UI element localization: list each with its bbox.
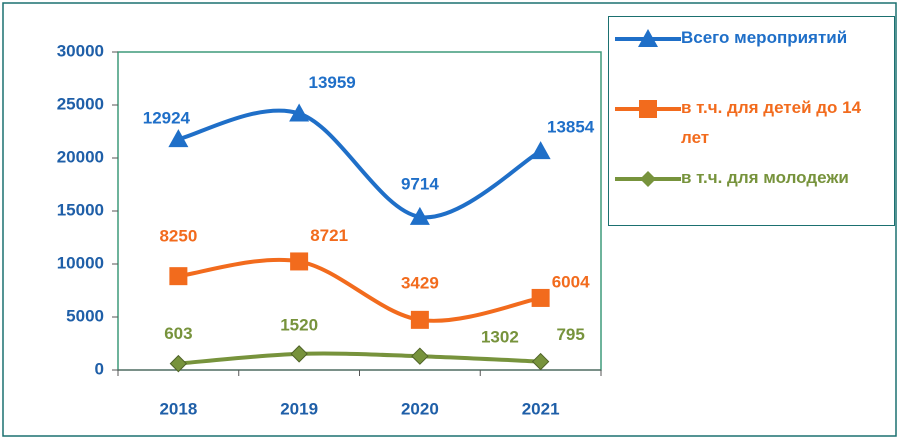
marker bbox=[531, 288, 550, 307]
marker bbox=[289, 103, 310, 122]
marker bbox=[530, 141, 551, 160]
marker bbox=[168, 129, 189, 148]
data-label: 12924 bbox=[143, 109, 191, 128]
data-label: 795 bbox=[556, 325, 584, 344]
data-label: 8250 bbox=[159, 227, 197, 246]
legend-entry: в т.ч. для детей до 14 лет bbox=[609, 87, 894, 157]
legend-label: в т.ч. для детей до 14 лет bbox=[681, 98, 862, 147]
data-label: 9714 bbox=[401, 174, 439, 193]
series-line bbox=[178, 351, 541, 366]
legend-entry: в т.ч. для молодежи bbox=[609, 157, 894, 227]
marker bbox=[409, 206, 430, 225]
x-tick-label: 2018 bbox=[159, 399, 197, 418]
data-label: 603 bbox=[164, 324, 192, 343]
x-tick-label: 2021 bbox=[522, 399, 560, 418]
legend-icon bbox=[615, 100, 681, 118]
data-label: 13854 bbox=[547, 118, 595, 137]
y-tick-label: 20000 bbox=[57, 147, 104, 166]
y-tick-label: 25000 bbox=[57, 94, 104, 113]
series-line bbox=[178, 257, 542, 323]
data-label: 13959 bbox=[308, 73, 355, 92]
x-tick-label: 2020 bbox=[401, 399, 439, 418]
x-tick-label: 2019 bbox=[280, 399, 318, 418]
marker bbox=[531, 352, 550, 371]
y-tick-label: 10000 bbox=[57, 253, 104, 272]
marker bbox=[290, 345, 308, 363]
y-tick-label: 15000 bbox=[57, 200, 104, 219]
legend-icon bbox=[615, 171, 681, 187]
marker bbox=[290, 252, 309, 271]
legend-label: в т.ч. для молодежи bbox=[681, 168, 849, 187]
legend-icon bbox=[615, 29, 681, 47]
data-label: 3429 bbox=[401, 273, 439, 292]
marker bbox=[410, 310, 429, 329]
data-label: 8721 bbox=[310, 226, 348, 245]
data-label: 1520 bbox=[280, 315, 318, 334]
plot-border bbox=[117, 51, 602, 371]
y-tick-label: 0 bbox=[95, 359, 104, 378]
series-line bbox=[177, 108, 542, 220]
marker bbox=[411, 347, 429, 365]
legend-label: Всего мероприятий bbox=[681, 28, 848, 47]
data-label: 1302 bbox=[481, 328, 519, 347]
y-tick-label: 5000 bbox=[66, 306, 104, 325]
legend-entry: Всего мероприятий bbox=[609, 17, 894, 87]
marker bbox=[169, 354, 188, 373]
legend: Всего мероприятий в т.ч. для детей до 14 … bbox=[608, 16, 895, 226]
data-label: 6004 bbox=[552, 272, 590, 291]
y-tick-label: 30000 bbox=[57, 41, 104, 60]
marker bbox=[169, 267, 188, 286]
